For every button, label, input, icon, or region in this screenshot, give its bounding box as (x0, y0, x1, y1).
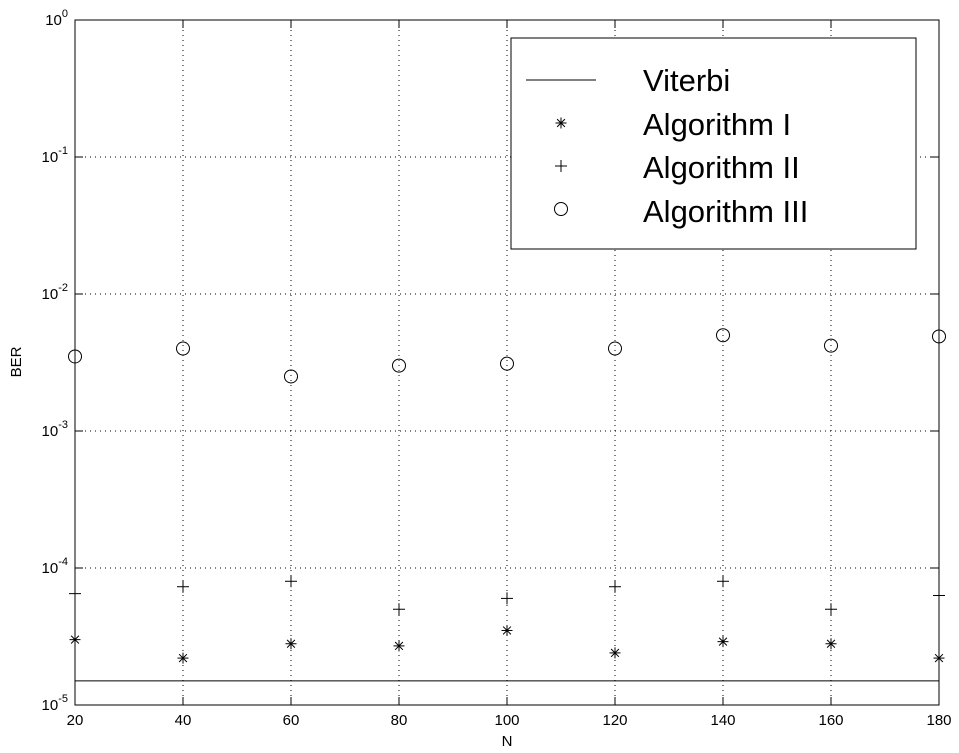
x-tick-label: 40 (175, 712, 192, 729)
legend-marker-algorithm-ii (555, 160, 567, 172)
point-algorithm-ii (609, 580, 621, 593)
point-algorithm-ii (933, 589, 945, 602)
y-tick-label: 100 (45, 8, 68, 29)
point-algorithm-ii (393, 603, 405, 616)
data-series (68, 328, 946, 682)
point-algorithm-i (285, 638, 297, 650)
legend-marker-algorithm-i (555, 117, 567, 129)
point-algorithm-iii (500, 356, 514, 371)
point-algorithm-ii (285, 575, 297, 588)
x-tick-label: 180 (926, 712, 951, 729)
point-algorithm-iii (176, 341, 190, 356)
point-algorithm-i (177, 652, 189, 664)
point-algorithm-i (393, 640, 405, 652)
legend-label-algorithm-ii: Algorithm II (643, 150, 800, 185)
point-algorithm-ii (825, 603, 837, 616)
point-algorithm-iii (392, 358, 406, 373)
y-tick-label: 10-4 (42, 556, 68, 577)
legend-label-viterbi: Viterbi (643, 63, 730, 98)
axis-ticks (74, 19, 940, 706)
legend-label-algorithm-iii: Algorithm III (643, 194, 808, 229)
y-tick-label: 10-2 (42, 282, 68, 303)
legend-box (510, 37, 917, 250)
legend-label-algorithm-i: Algorithm I (643, 107, 791, 142)
series-algorithm-iii (68, 328, 946, 384)
point-algorithm-ii (69, 587, 81, 600)
y-tick-label: 10-5 (42, 693, 68, 714)
point-algorithm-i (825, 638, 837, 650)
point-algorithm-i (609, 647, 621, 659)
point-algorithm-iii (284, 369, 298, 384)
x-tick-label: 120 (602, 712, 627, 729)
x-tick-label: 160 (818, 712, 843, 729)
point-algorithm-iii (716, 328, 730, 343)
point-algorithm-ii (177, 580, 189, 593)
x-tick-label: 20 (67, 712, 84, 729)
legend: Viterbi Algorithm I Algorithm II Algorit… (510, 37, 917, 250)
y-tick-label: 10-3 (42, 419, 68, 440)
point-algorithm-i (717, 636, 729, 648)
point-algorithm-ii (717, 575, 729, 588)
x-tick-label: 100 (494, 712, 519, 729)
point-algorithm-ii (501, 592, 513, 605)
y-axis-label: BER (8, 346, 25, 377)
y-tick-label: 10-1 (42, 145, 68, 166)
legend-marker-algorithm-iii (554, 202, 568, 216)
series-algorithm-ii (69, 575, 945, 616)
point-algorithm-i (933, 652, 945, 664)
series-algorithm-i (69, 624, 945, 664)
point-algorithm-iii (932, 329, 946, 344)
x-tick-label: 80 (391, 712, 408, 729)
x-tick-label: 140 (710, 712, 735, 729)
point-algorithm-iii (68, 349, 82, 364)
point-algorithm-i (69, 634, 81, 646)
point-algorithm-i (501, 624, 513, 636)
x-tick-label: 60 (283, 712, 300, 729)
point-algorithm-iii (608, 341, 622, 356)
point-algorithm-iii (824, 338, 838, 353)
x-axis-label: N (502, 733, 513, 750)
